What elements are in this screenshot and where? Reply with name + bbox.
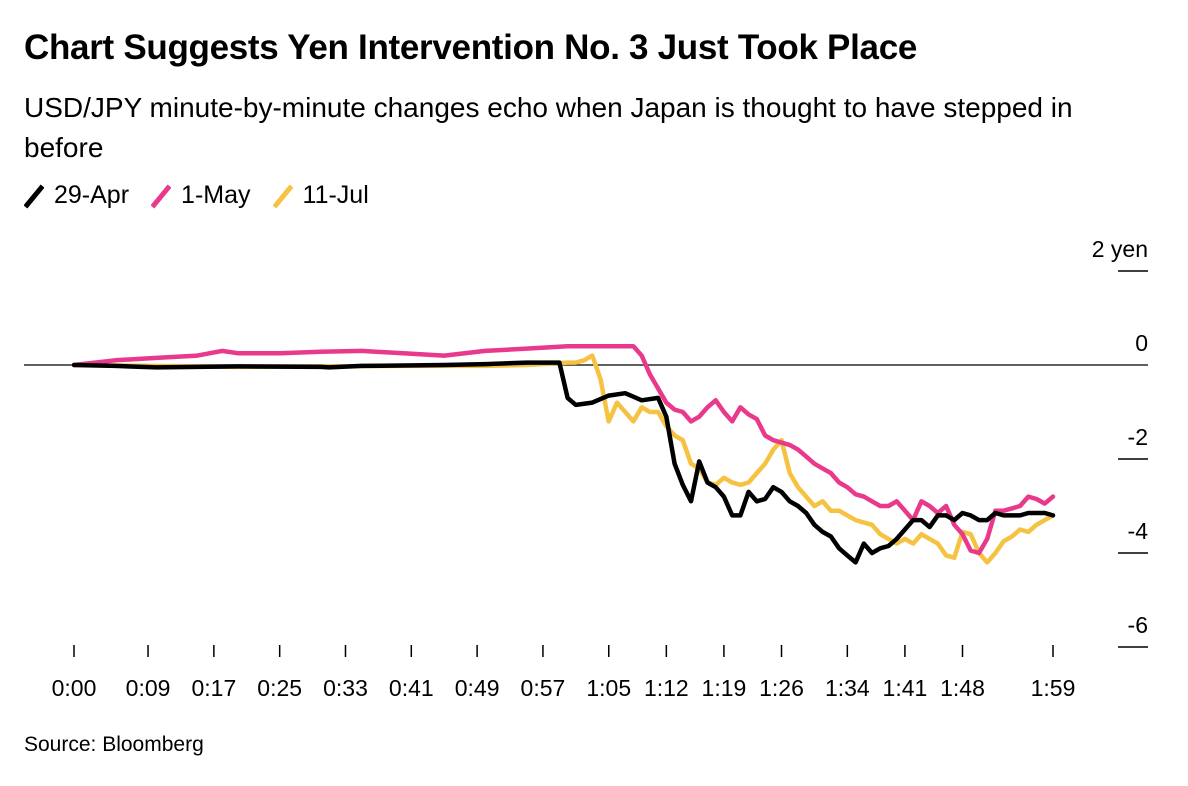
legend-item-29-apr: 29-Apr: [24, 180, 129, 210]
legend-swatch-1-may: [151, 184, 172, 209]
series-line-1-may: [71, 343, 1056, 556]
y-tick-label: 2 yen: [1092, 236, 1148, 262]
legend-label-29-apr: 29-Apr: [54, 180, 130, 209]
chart-subtitle: USD/JPY minute-by-minute changes echo wh…: [24, 92, 1073, 163]
legend-label-1-may: 1-May: [181, 180, 251, 209]
legend-label-11-jul: 11-Jul: [302, 180, 369, 209]
x-tick-label: 0:09: [126, 675, 171, 701]
x-tick-label: 0:00: [52, 675, 97, 701]
x-tick-label: 1:26: [759, 675, 804, 701]
y-tick-label: 0: [1135, 330, 1148, 356]
series-line-29-apr: [71, 360, 1056, 565]
source-note: Source: Bloomberg: [24, 733, 204, 756]
legend-swatch-29-apr: [24, 184, 44, 209]
x-tick-label: 0:33: [323, 675, 368, 701]
x-tick-label: 0:57: [521, 675, 566, 701]
x-tick-label: 0:17: [191, 675, 236, 701]
x-tick-label: 1:34: [825, 675, 870, 701]
chart-legend: 29-Apr 1-May 11-Jul: [24, 180, 391, 210]
x-tick-label: 1:59: [1031, 675, 1076, 701]
legend-item-11-jul: 11-Jul: [272, 180, 369, 210]
y-tick-label: -2: [1128, 424, 1148, 450]
legend-item-1-may: 1-May: [151, 180, 251, 210]
x-tick-label: 0:25: [257, 675, 302, 701]
legend-swatch-11-jul: [272, 184, 293, 209]
chart-title: Chart Suggests Yen Intervention No. 3 Ju…: [24, 28, 918, 67]
x-tick-label: 1:19: [702, 675, 747, 701]
x-tick-label: 0:49: [455, 675, 500, 701]
x-tick-label: 1:05: [586, 675, 631, 701]
y-tick-label: -4: [1128, 518, 1149, 544]
x-tick-label: 0:41: [389, 675, 434, 701]
x-tick-label: 1:48: [940, 675, 985, 701]
x-tick-label: 1:41: [883, 675, 928, 701]
y-tick-label: -6: [1128, 612, 1148, 638]
x-tick-label: 1:12: [644, 675, 689, 701]
